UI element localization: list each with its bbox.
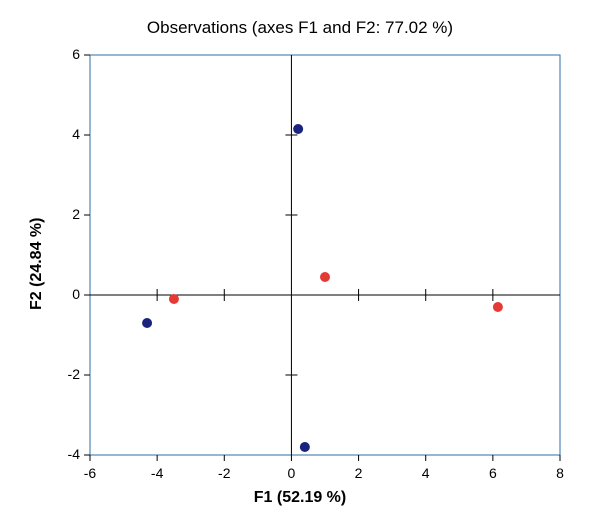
- point-blue: [300, 442, 310, 452]
- chart-svg: [0, 0, 600, 528]
- x-tick-label: -2: [212, 465, 236, 481]
- point-blue: [142, 318, 152, 328]
- pca-scatter-chart: Observations (axes F1 and F2: 77.02 %) F…: [0, 0, 600, 528]
- y-tick-label: 6: [72, 46, 80, 62]
- y-tick-label: 2: [72, 206, 80, 222]
- point-blue: [293, 124, 303, 134]
- point-red: [169, 294, 179, 304]
- x-tick-label: 8: [548, 465, 572, 481]
- x-tick-label: 0: [279, 465, 303, 481]
- y-tick-label: -2: [68, 366, 80, 382]
- x-axis-label: F1 (52.19 %): [0, 489, 600, 507]
- x-tick-label: -6: [78, 465, 102, 481]
- y-tick-label: 0: [72, 286, 80, 302]
- x-tick-label: 6: [481, 465, 505, 481]
- x-tick-label: 4: [414, 465, 438, 481]
- x-tick-label: 2: [347, 465, 371, 481]
- y-tick-label: -4: [68, 446, 80, 462]
- point-red: [320, 272, 330, 282]
- y-tick-label: 4: [72, 126, 80, 142]
- x-tick-label: -4: [145, 465, 169, 481]
- point-red: [493, 302, 503, 312]
